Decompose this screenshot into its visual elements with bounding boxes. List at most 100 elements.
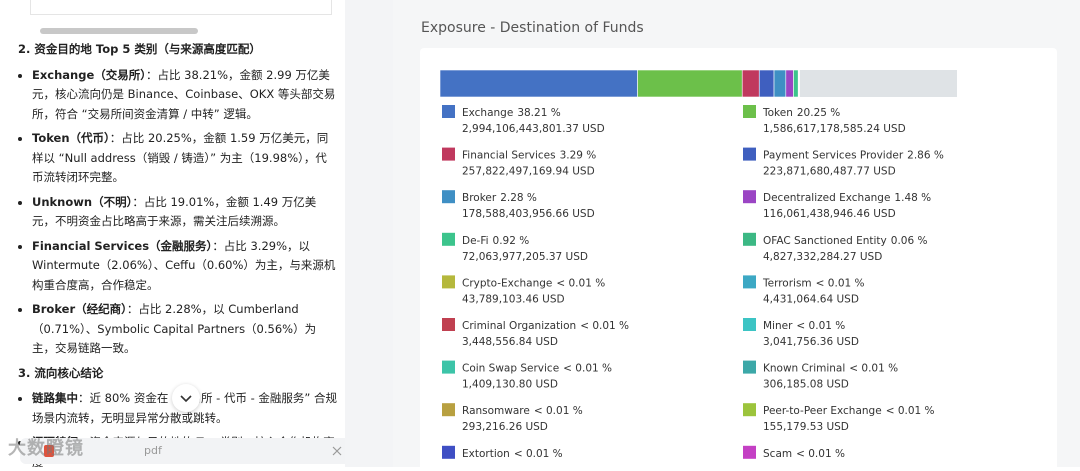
legend-label: Broker 2.28 %	[462, 192, 537, 204]
bullet-label: Exchange（交易所）	[32, 67, 147, 82]
scrollbar[interactable]	[40, 28, 198, 34]
legend-amount: 3,041,756.36 USD	[763, 336, 859, 348]
bar-segment	[741, 69, 760, 98]
legend-swatch	[442, 147, 455, 161]
legend-amount: 1,409,130.80 USD	[462, 379, 558, 391]
legend-label: Exchange 38.21 %	[462, 107, 561, 119]
legend-name: Terrorism	[762, 277, 812, 289]
legend-value: 0.06 %	[891, 235, 928, 247]
legend-value: < 0.01 %	[563, 363, 612, 375]
chat-panel: 2. 资金目的地 Top 5 类别（与来源高度匹配）Exchange（交易所）：…	[0, 0, 345, 467]
legend-value: 3.29 %	[560, 150, 597, 162]
scroll-down-button[interactable]	[172, 384, 200, 412]
bullet-item: Unknown（不明）：占比 19.01%，金额 1.49 万亿美元，不明资金占…	[32, 193, 338, 232]
bullet-label: Token（代币）	[32, 131, 110, 145]
chart: Exposure - Destination of Funds Exchange…	[420, 20, 1057, 471]
legend-swatch	[442, 275, 455, 289]
legend-name: Extortion	[462, 448, 510, 460]
legend-value: 2.28 %	[500, 192, 537, 204]
bar-segment	[798, 69, 800, 98]
legend-swatch	[743, 232, 756, 246]
legend-amount: 3,448,556.84 USD	[462, 336, 558, 348]
legend-label: Extortion < 0.01 %	[462, 448, 563, 460]
bullet-label: 链路集中	[32, 391, 78, 405]
legend-swatch	[442, 105, 455, 118]
legend-swatch	[442, 232, 455, 246]
legend-name: Criminal Organization	[462, 320, 576, 332]
bullet-item: Broker（经纪商）：占比 2.28%，以 Cumberland（0.71%）…	[32, 300, 338, 359]
legend-swatch	[743, 105, 756, 118]
legend-swatch	[743, 403, 756, 417]
bullet-item: 链路集中：近 80% 资金在 “交易所 - 代币 - 金融服务” 合规场景内流转…	[32, 389, 338, 428]
legend-amount: 2,994,106,443,801.37 USD	[462, 123, 605, 135]
legend-label: Miner < 0.01 %	[763, 320, 845, 332]
legend-amount: 116,061,438,946.46 USD	[763, 208, 896, 220]
legend-label: Coin Swap Service < 0.01 %	[462, 363, 612, 375]
legend-name: Scam	[763, 448, 792, 460]
legend-label: Financial Services 3.29 %	[462, 150, 596, 162]
legend-amount: 293,216.26 USD	[462, 421, 548, 433]
bullet-text: ：占比 38.21%，金额 2.99 万亿美元，核心流向仍是 Binance、C…	[32, 67, 336, 121]
legend-swatch	[442, 190, 455, 204]
legend-label: Criminal Organization < 0.01 %	[462, 320, 629, 332]
legend-value: < 0.01 %	[556, 277, 605, 289]
legend-amount: 155,179.53 USD	[763, 421, 849, 433]
legend-value: < 0.01 %	[849, 363, 898, 375]
legend-name: Token	[762, 107, 793, 119]
legend-name: Financial Services	[462, 150, 556, 162]
answer-text: 2. 资金目的地 Top 5 类别（与来源高度匹配）Exchange（交易所）：…	[18, 40, 338, 467]
legend-label: Ransomware < 0.01 %	[462, 405, 583, 417]
chevron-icon	[180, 395, 192, 403]
legend-amount: 306,185.08 USD	[763, 379, 849, 391]
legend-value: 1.48 %	[894, 192, 931, 204]
bar-segment	[637, 69, 743, 98]
legend-value: < 0.01 %	[534, 405, 583, 417]
legend-name: Peer-to-Peer Exchange	[763, 405, 882, 417]
legend-amount: 4,827,332,284.27 USD	[763, 251, 882, 263]
legend-name: OFAC Sanctioned Entity	[763, 235, 887, 247]
file-icon	[44, 445, 54, 457]
legend-swatch	[743, 318, 756, 331]
divider	[345, 0, 393, 467]
legend-swatch	[442, 403, 455, 417]
legend-name: Ransomware	[462, 405, 530, 417]
legend-swatch	[743, 445, 756, 459]
bullet-item: Exchange（交易所）：占比 38.21%，金额 2.99 万亿美元，核心流…	[32, 66, 338, 125]
table-edge	[30, 0, 332, 15]
legend-label: OFAC Sanctioned Entity 0.06 %	[763, 235, 927, 247]
report-panel: Exposure - Destination of Funds Exchange…	[393, 0, 1080, 471]
section-heading: 2. 资金目的地 Top 5 类别（与来源高度匹配）	[18, 42, 261, 56]
legend-value: 38.21 %	[517, 107, 560, 119]
legend-name: Broker	[462, 192, 497, 204]
bar-segment	[785, 69, 794, 98]
section-heading: 3. 流向核心结论	[18, 365, 104, 380]
attachment-chip[interactable]: pdf	[20, 438, 345, 464]
legend-label: Peer-to-Peer Exchange < 0.01 %	[763, 405, 935, 417]
legend-value: 0.92 %	[493, 235, 530, 247]
bullet-item: Financial Services（金融服务）：占比 3.29%，以 Wint…	[32, 237, 338, 296]
bullet-label: Broker（经纪商）	[32, 302, 127, 316]
legend-name: Payment Services Provider	[763, 150, 904, 162]
legend-name: Exchange	[462, 107, 513, 119]
legend-label: Scam < 0.01 %	[763, 448, 845, 460]
legend-value: < 0.01 %	[796, 448, 845, 460]
legend-label: De-Fi 0.92 %	[462, 235, 529, 247]
legend-value: < 0.01 %	[796, 320, 845, 332]
file-name: pdf	[144, 444, 162, 457]
close-icon[interactable]	[332, 446, 342, 456]
legend-label: Terrorism < 0.01 %	[762, 277, 865, 289]
bullet-text: ：近 80% 资金在 “交易所 - 代币 - 金融服务” 合规场景内流转，无明显…	[32, 391, 338, 425]
legend-label: Crypto-Exchange < 0.01 %	[462, 277, 605, 289]
legend-label: Known Criminal < 0.01 %	[763, 363, 898, 375]
legend-amount: 1,586,617,178,585.24 USD	[763, 123, 906, 135]
bar-segment	[758, 69, 775, 98]
legend-name: Decentralized Exchange	[763, 192, 890, 204]
legend-label: Payment Services Provider 2.86 %	[763, 150, 944, 162]
legend-name: Coin Swap Service	[462, 363, 559, 375]
chart-title: Exposure - Destination of Funds	[421, 20, 644, 36]
legend-amount: 4,431,064.64 USD	[763, 293, 859, 305]
legend-swatch	[743, 190, 756, 204]
bullet-text: ：占比 2.28%，以 Cumberland（0.71%）、Symbolic C…	[32, 302, 317, 355]
legend-amount: 178,588,403,956.66 USD	[462, 208, 595, 220]
